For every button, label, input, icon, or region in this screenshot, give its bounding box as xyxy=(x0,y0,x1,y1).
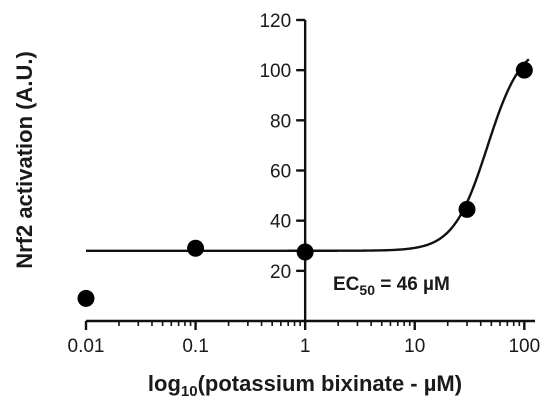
ticks: 0.01 0.1 1 10 100 20 40 60 80 100 120 xyxy=(68,11,541,357)
x-axis-title: log10(potassium bixinate - µM) xyxy=(148,371,462,400)
x-axis-title-subscript: 10 xyxy=(181,383,198,400)
fit-curve xyxy=(86,58,530,252)
x-tick-label: 1 xyxy=(300,336,311,357)
y-tick-label: 80 xyxy=(270,111,291,132)
ec50-annotation-subscript: 50 xyxy=(359,282,375,298)
x-tick-label: 0.1 xyxy=(182,336,208,357)
ec50-annotation-rest: = 46 µM xyxy=(375,274,450,295)
x-axis-title-prefix: log xyxy=(148,371,181,396)
y-axis-title: Nrf2 activation (A.U.) xyxy=(12,51,37,269)
x-tick-label: 10 xyxy=(404,336,425,357)
y-tick-label: 20 xyxy=(270,262,291,283)
ec50-annotation: EC50 = 46 µM xyxy=(333,274,450,298)
data-point xyxy=(77,289,95,307)
data-point xyxy=(187,239,205,257)
y-tick-label: 100 xyxy=(259,61,291,82)
x-tick-label: 100 xyxy=(508,336,540,357)
x-tick-label: 0.01 xyxy=(68,336,105,357)
y-tick-label: 120 xyxy=(259,11,291,32)
ec50-annotation-prefix: EC xyxy=(333,274,360,295)
x-axis-title-rest: (potassium bixinate - µM) xyxy=(198,371,462,396)
data-point xyxy=(296,243,314,261)
y-tick-label: 40 xyxy=(270,212,291,233)
data-point xyxy=(458,200,476,218)
data-points xyxy=(77,61,533,307)
axes xyxy=(86,20,535,323)
data-point xyxy=(515,61,533,79)
y-tick-label: 60 xyxy=(270,162,291,183)
